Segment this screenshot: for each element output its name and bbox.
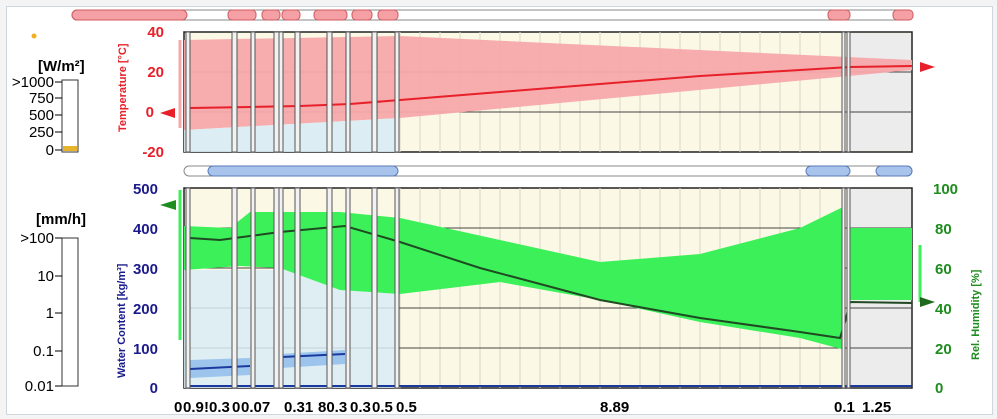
water-tick-100: 100	[132, 341, 158, 358]
radiation-label-1000: >1000	[11, 74, 54, 91]
humidity-tick-60: 60	[935, 261, 952, 278]
sun-indicator-icon	[31, 33, 37, 39]
radiation-label-750: 750	[28, 90, 54, 107]
x-label-11: 0.1	[834, 399, 855, 416]
temp-tick-20: 20	[147, 64, 164, 81]
rain-label-1: 1	[45, 305, 54, 322]
water-tick-0: 0	[149, 380, 158, 397]
x-label-12: 1.25	[862, 399, 892, 416]
radiation-label-250: 250	[28, 124, 54, 141]
x-label-10: 8.89	[600, 399, 630, 416]
rain-scale-bar	[55, 237, 79, 387]
x-label-7: 0.3	[350, 399, 371, 416]
moisture-plot	[160, 187, 935, 389]
rain-label-0-1: 0.1	[33, 343, 54, 360]
temp-tick-0: 0	[145, 104, 154, 121]
radiation-unit: [W/m²]	[38, 58, 85, 75]
x-label-9: 0.5	[396, 399, 417, 416]
water-tick-200: 200	[132, 301, 158, 318]
water-content-axis-label: Water Content [kg/m³]	[116, 263, 128, 378]
x-label-4: 0.07	[241, 399, 271, 416]
temperature-plot	[160, 31, 935, 153]
humidity-tick-20: 20	[935, 341, 952, 358]
x-label-6: 80.3	[318, 399, 348, 416]
water-tick-400: 400	[132, 221, 158, 238]
humidity-tick-40: 40	[935, 301, 952, 318]
humidity-tick-0: 0	[935, 380, 944, 397]
humidity-tick-100: 100	[933, 181, 959, 198]
top-layer-strip	[71, 9, 914, 21]
temp-tick-minus20: -20	[142, 144, 164, 161]
water-tick-500: 500	[132, 181, 158, 198]
humidity-tick-80: 80	[935, 221, 952, 238]
x-label-5: 0.31	[284, 399, 314, 416]
temperature-axis-label: Temperature [°C]	[117, 43, 129, 132]
radiation-label-0: 0	[45, 142, 54, 159]
rain-label-100: >100	[20, 230, 54, 247]
rain-unit: [mm/h]	[36, 211, 86, 228]
x-label-3: 0	[232, 399, 241, 416]
rain-label-10: 10	[37, 268, 54, 285]
x-label-1: 0.9	[183, 399, 204, 416]
temp-tick-40: 40	[147, 24, 164, 41]
rain-label-0-01: 0.01	[24, 378, 54, 395]
x-label-0: 0	[174, 399, 183, 416]
radiation-scale-bar	[55, 79, 79, 153]
middle-layer-strip	[183, 165, 913, 177]
humidity-axis-label: Rel. Humidity [%]	[970, 269, 982, 360]
x-label-8: 0.5	[372, 399, 393, 416]
water-tick-300: 300	[132, 261, 158, 278]
x-label-2: !0.3	[204, 399, 230, 416]
radiation-label-500: 500	[28, 107, 54, 124]
